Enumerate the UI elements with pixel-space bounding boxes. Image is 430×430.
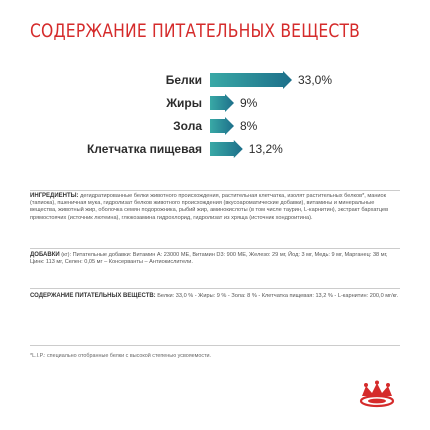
ingredients-text: дегидратированные белки животного происх… <box>30 193 389 221</box>
bar-value-label: 9% <box>240 96 258 110</box>
additives-unit: (кг): <box>61 252 72 258</box>
divider <box>30 288 400 289</box>
bar-arrow <box>210 140 243 158</box>
nutrients-section: СОДЕРЖАНИЕ ПИТАТЕЛЬНЫХ ВЕЩЕСТВ: Белки: 3… <box>30 293 400 300</box>
bar-row: Жиры 9% <box>0 93 430 115</box>
bar-category-label: Зола <box>173 119 202 133</box>
additives-label: ДОБАВКИ <box>30 252 60 258</box>
bar-row: Зола 8% <box>0 116 430 138</box>
bar-category-label: Жиры <box>166 96 202 110</box>
bar-category-label: Белки <box>165 73 202 87</box>
crown-icon <box>359 380 395 408</box>
divider <box>30 345 400 346</box>
bar-row: Белки 33,0% <box>0 70 430 92</box>
ingredients-section: ИНГРЕДИЕНТЫ: дегидратированные белки жив… <box>30 193 400 222</box>
divider <box>30 190 400 191</box>
divider <box>30 248 400 249</box>
bar-row: Клетчатка пищевая 13,2% <box>0 139 430 161</box>
footnote: *L.I.P.: специально отобранные белки с в… <box>30 353 212 359</box>
bar-value-label: 8% <box>240 119 258 133</box>
bar-value-label: 13,2% <box>248 142 283 156</box>
brand-logo <box>358 380 396 408</box>
ingredients-label: ИНГРЕДИЕНТЫ: <box>30 193 79 199</box>
additives-section: ДОБАВКИ (кг): Питательные добавки: Витам… <box>30 252 400 266</box>
bar-arrow <box>210 117 234 135</box>
page-title: СОДЕРЖАНИЕ ПИТАТЕЛЬНЫХ ВЕЩЕСТВ <box>30 20 360 42</box>
bar-arrow <box>210 71 292 89</box>
nutrients-text: Белки: 33,0 % - Жиры: 9 % - Зола: 8 % - … <box>157 293 399 299</box>
bar-value-label: 33,0% <box>298 73 333 87</box>
additives-text: Питательные добавки: Витамин А: 23000 МЕ… <box>30 252 388 266</box>
bar-category-label: Клетчатка пищевая <box>86 142 202 156</box>
nutrients-label: СОДЕРЖАНИЕ ПИТАТЕЛЬНЫХ ВЕЩЕСТВ: <box>30 293 156 299</box>
bar-arrow <box>210 94 234 112</box>
